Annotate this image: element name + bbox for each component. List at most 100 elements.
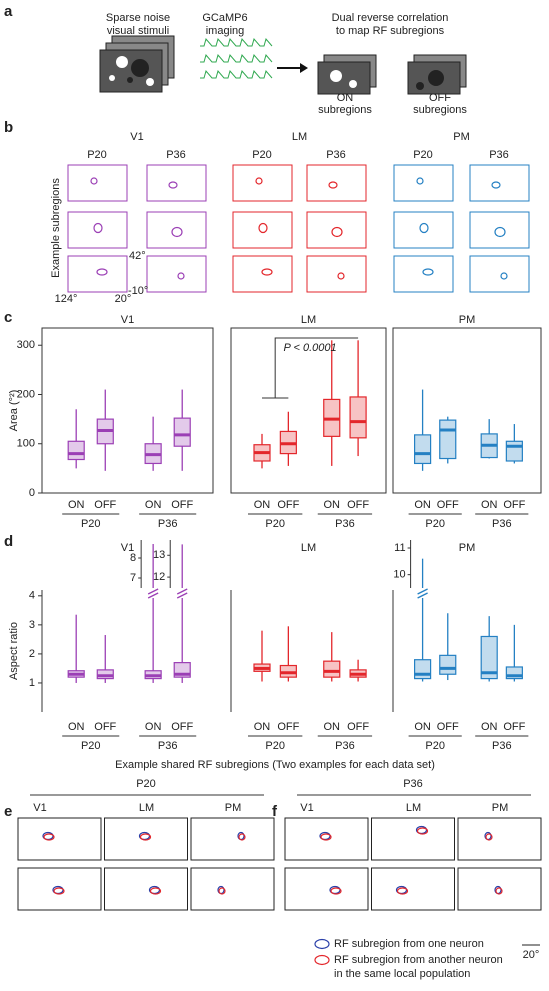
y-tick-label: 0 [29,487,35,499]
arrow-head [300,63,308,73]
rf-contour [422,268,434,276]
plot-frame [392,327,542,494]
rf-frame [104,867,188,911]
inset-tick-label: 13 [153,549,165,561]
stimulus-dot [109,75,115,81]
inset-tick-label: 7 [130,572,136,584]
group-label: P36 [158,740,178,752]
x-tick-label: OFF [94,499,116,511]
x-tick-label: OFF [437,499,459,511]
azimuth-label: 20° [115,293,132,305]
box [439,419,457,460]
x-tick-label: ON [414,499,431,511]
significance-bracket [262,337,359,399]
rf-contour [218,887,226,895]
area-label: V1 [33,802,46,814]
annotation: P < 0.0001 [283,342,336,354]
plot-frame [41,327,214,494]
stimulus-dot [131,59,149,77]
rf-contour [139,833,152,841]
rf-contour [53,887,65,895]
legend-label: in the same local population [334,968,470,980]
rf-frame [371,867,455,911]
rf-contour [330,887,342,895]
calcium-trace [200,53,273,63]
y-tick-label: 3 [29,619,35,631]
area-label: PM [492,802,509,814]
y-axis-label: Aspect ratio [8,622,20,680]
rf-frame [146,255,207,293]
rf-frame [67,211,128,249]
label: imaging [206,25,245,37]
box [414,659,432,680]
x-tick-label: OFF [437,721,459,733]
chart-title: PM [459,542,476,554]
y-axis-label: Area (°²) [8,390,20,432]
rf-contour [337,272,345,280]
area-title: PM [453,131,470,143]
group-label: P36 [335,740,355,752]
group-label: P20 [265,740,285,752]
panel-label: b [4,119,13,136]
panel-label: a [4,3,13,20]
age-label: P36 [166,149,186,161]
box [323,660,341,678]
chart-title: V1 [121,314,134,326]
area-title: V1 [130,131,143,143]
x-tick-label: OFF [503,721,525,733]
group-label: P36 [492,518,512,530]
elevation-label: -10° [128,285,148,297]
rf-contour [416,177,424,185]
chart-title: V1 [121,542,134,554]
x-tick-label: OFF [347,499,369,511]
rf-frame [469,164,530,202]
stimulus-dot [116,56,128,68]
stimulus-dot [330,70,342,82]
panel-label: d [4,533,13,550]
area-title: LM [292,131,307,143]
x-tick-label: ON [324,499,341,511]
y-tick-label: 100 [17,438,35,450]
x-tick-label: ON [324,721,341,733]
age-label: P20 [252,149,272,161]
y-axis-label: Example subregions [50,178,62,278]
chart-title: LM [301,542,316,554]
rf-contour [419,222,429,234]
rf-contour [255,177,263,185]
rf-contour [258,222,268,234]
rf-frame [190,817,275,861]
group-label: P20 [425,518,445,530]
rf-contour [177,272,185,280]
x-tick-label: ON [68,499,85,511]
plot-frame [230,327,387,494]
rf-frame [393,164,454,202]
axis-break [147,588,159,599]
chart-title: PM [459,314,476,326]
panel-label: e [4,803,12,820]
axis-break [176,588,188,599]
group-label: P20 [265,518,285,530]
stimulus-dot [349,80,357,88]
area-label: LM [406,802,421,814]
rf-frame [17,817,102,861]
x-tick-label: ON [481,499,498,511]
x-tick-label: ON [254,499,271,511]
rf-frame [393,211,454,249]
y-tick-label: 2 [29,648,35,660]
label: ON [337,92,354,104]
group-label: P36 [158,518,178,530]
label: OFF [429,92,451,104]
box [414,434,432,465]
box [505,666,523,680]
rf-frame [469,255,530,293]
rf-contour [90,177,98,185]
calcium-trace [200,37,273,47]
box [439,654,457,675]
area-label: PM [225,802,242,814]
rf-contour [171,226,183,238]
rf-frame [457,817,542,861]
rf-frame [393,255,454,293]
rf-frame [284,817,369,861]
box [349,396,367,439]
age-label: P20 [136,778,156,790]
